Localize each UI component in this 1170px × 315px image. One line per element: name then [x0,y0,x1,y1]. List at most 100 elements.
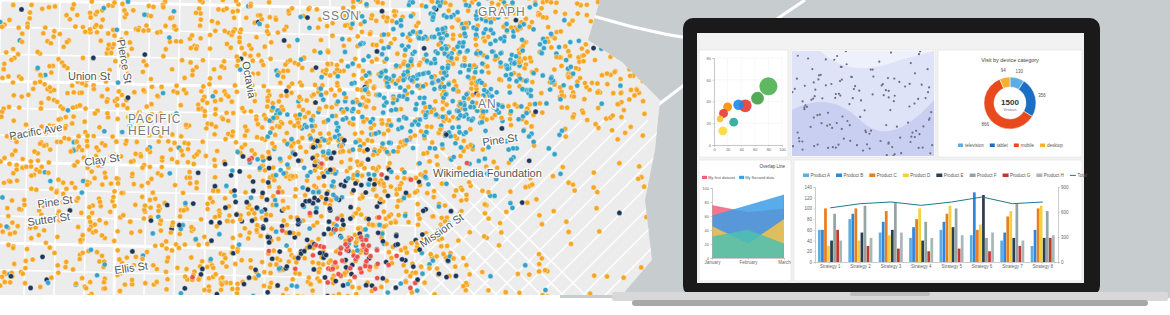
map-dot [464,296,469,301]
map-dot [523,185,528,190]
map-dot [456,17,461,22]
map-dot [304,98,309,103]
map-dot [115,229,120,234]
map-dot [189,33,194,38]
map-dot [64,39,69,44]
map-dot [38,106,43,111]
map-dot [82,119,87,124]
map-dot [11,2,16,7]
map-dot [87,204,92,209]
map-dot [612,69,617,74]
map-dot [403,279,408,284]
map-dot [124,30,129,35]
map-dot [404,269,409,274]
map-dot [224,110,229,115]
map-dot [341,117,346,122]
map-dot [39,164,44,169]
map-dot [546,24,551,29]
map-dot [570,18,575,23]
map-dot [459,198,464,203]
map-dot [102,129,107,134]
map-dot [454,56,459,61]
map-dot [109,50,114,55]
map-dot [527,158,532,163]
map-dot [434,254,439,259]
map-dot [254,35,259,40]
map-dot [177,214,182,219]
map-dot [144,104,149,109]
map-dot [312,82,317,87]
map-dot [615,137,620,142]
map-dot [371,187,376,192]
map-dot [543,287,548,292]
map-dot [180,190,185,195]
map-dot [197,23,202,28]
map-dot [224,218,229,223]
map-dot [330,33,335,38]
map-dot [533,109,538,114]
map-dot [73,24,78,29]
map-dot [12,230,17,235]
map-dot [171,9,176,14]
map-dot [419,264,424,269]
map-dot [146,28,151,33]
map-dot [594,206,599,211]
map-dot [325,297,330,302]
map-dot [359,29,364,34]
map-dot [167,35,172,40]
map-dot [13,148,18,153]
street [0,297,420,307]
map-dot [164,246,169,251]
map-dot [559,63,564,68]
map-dot [413,175,418,180]
map-dot [73,185,78,190]
map-dot [251,293,256,298]
map-dot [596,125,601,130]
street [420,306,680,315]
map-dot [610,128,615,133]
map-dot [0,24,5,29]
map-dot [12,261,17,266]
map-dot [76,134,81,139]
map-dot [403,245,408,250]
map-dot [170,296,175,301]
map-dot [416,20,421,25]
map-dot [182,242,187,247]
map-dot [69,83,74,88]
map-dot [129,277,134,282]
map-dot [630,28,635,33]
map-dot [529,124,534,129]
map-dot [2,61,7,66]
map-dot [627,41,632,46]
map-dot [248,258,253,263]
map-dot [235,8,240,13]
map-dot [591,45,596,50]
map-dot [163,47,168,52]
map-dot [621,107,626,112]
map-dot [360,173,365,178]
map-dot [237,39,242,44]
map-dot [236,58,241,63]
map-dot [534,197,539,202]
map-dot [497,221,502,226]
map-dot [467,272,472,277]
map-dot [611,91,616,96]
map-dot [366,182,371,187]
map-dot [148,76,153,81]
map-dot [97,199,102,204]
map-dot [175,160,180,165]
map-dot [266,150,271,155]
map-dot [605,82,610,87]
map-dot [458,153,463,158]
map-dot [141,28,146,33]
map-dot [565,105,570,110]
map-dot [193,10,198,15]
map-dot [368,126,373,131]
street [420,152,680,315]
map-dot [430,214,435,219]
map-dot [428,252,433,257]
map-dot [136,27,141,32]
map-dot [89,0,94,4]
map-dot [122,282,127,287]
map-dot [248,109,253,114]
